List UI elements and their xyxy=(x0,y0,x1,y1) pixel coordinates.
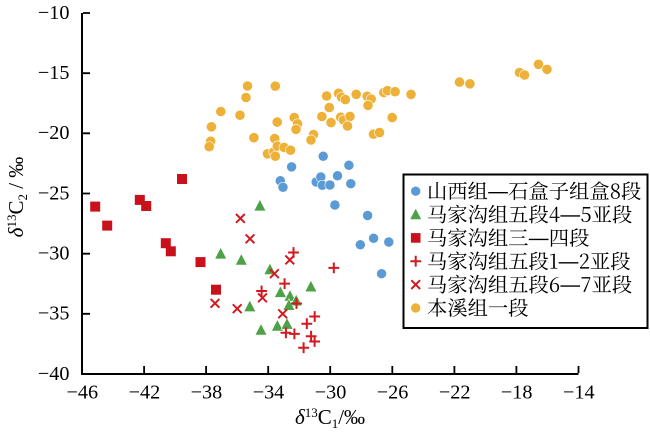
svg-text:−34: −34 xyxy=(253,381,285,403)
svg-text:−46: −46 xyxy=(67,381,99,403)
svg-text:−35: −35 xyxy=(38,303,70,325)
svg-text:−30: −30 xyxy=(315,381,347,403)
svg-text:−25: −25 xyxy=(38,182,70,204)
svg-text:−15: −15 xyxy=(38,62,70,84)
svg-text:δ13C1/‰: δ13C1/‰ xyxy=(295,405,365,431)
svg-text:−18: −18 xyxy=(501,381,533,403)
svg-text:δ13C2 / ‰: δ13C2 / ‰ xyxy=(4,157,30,238)
svg-text:−20: −20 xyxy=(38,122,70,144)
svg-text:−26: −26 xyxy=(377,381,409,403)
svg-text:−10: −10 xyxy=(38,2,70,24)
svg-text:−42: −42 xyxy=(129,381,161,403)
svg-text:−30: −30 xyxy=(38,243,70,265)
svg-text:−14: −14 xyxy=(563,381,595,403)
svg-text:−40: −40 xyxy=(38,363,70,385)
svg-text:−38: −38 xyxy=(191,381,223,403)
svg-text:−22: −22 xyxy=(439,381,471,403)
